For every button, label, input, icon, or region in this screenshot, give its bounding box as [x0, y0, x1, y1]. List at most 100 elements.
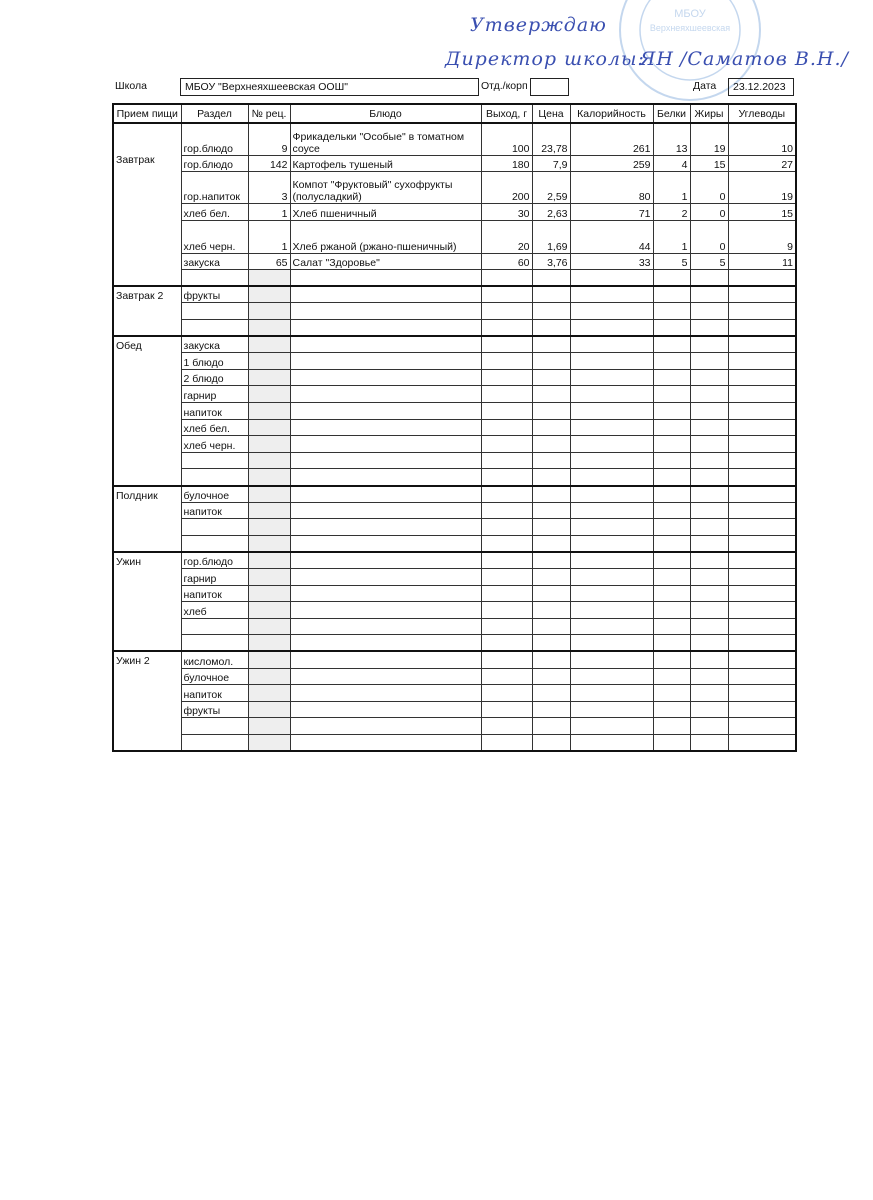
fat-cell: [689, 518, 729, 536]
section-cell: напиток: [180, 584, 249, 603]
kcal-cell: [569, 667, 654, 686]
column-header: Блюдо: [289, 103, 482, 124]
carbs-cell: [727, 484, 797, 503]
output-cell: [480, 501, 533, 520]
section-cell: хлеб черн.: [180, 435, 249, 453]
table-row: хлеб бел. 1 Хлеб пшеничный 30 2,63 71 2 0 15: [113, 203, 797, 221]
protein-cell: [652, 617, 691, 636]
protein-cell: 1: [652, 171, 691, 205]
carbs-cell: [727, 684, 797, 702]
kcal-cell: [569, 518, 654, 536]
output-cell: [480, 584, 533, 603]
dish-cell: [289, 484, 482, 503]
section-cell: [180, 534, 249, 553]
dish-cell: [289, 319, 482, 337]
dish-cell: Картофель тушеный: [289, 154, 482, 173]
kcal-cell: [569, 634, 654, 652]
output-cell: [480, 285, 533, 304]
carbs-cell: [727, 634, 797, 652]
dish-cell: Хлеб пшеничный: [289, 203, 482, 221]
carbs-cell: [727, 319, 797, 337]
kcal-cell: [569, 550, 654, 569]
meal-cell: Завтрак: [112, 121, 182, 287]
fat-cell: [689, 567, 729, 586]
table-row: Обед закуска: [112, 335, 797, 486]
price-cell: [531, 451, 571, 470]
column-header: Цена: [531, 103, 571, 124]
protein-cell: [652, 700, 691, 719]
output-cell: [480, 468, 533, 486]
price-cell: [531, 335, 571, 354]
fat-cell: [689, 534, 729, 553]
carbs-cell: [727, 501, 797, 520]
dish-cell: [289, 468, 482, 486]
recipe-cell: 1: [247, 219, 291, 254]
recipe-cell: 3: [247, 171, 291, 205]
kcal-cell: [569, 302, 654, 321]
table-row: гарнир: [113, 567, 797, 586]
price-cell: [531, 667, 571, 686]
table-row: [113, 518, 797, 536]
dept-field: [530, 78, 569, 96]
carbs-cell: [727, 335, 797, 354]
kcal-cell: [569, 717, 654, 735]
price-cell: [531, 650, 571, 669]
fat-cell: [689, 368, 729, 387]
price-cell: [531, 601, 571, 619]
protein-cell: [652, 667, 691, 686]
protein-cell: [652, 402, 691, 420]
protein-cell: [652, 601, 691, 619]
recipe-cell: [247, 601, 291, 619]
section-cell: [180, 269, 249, 287]
dish-cell: [289, 567, 482, 586]
kcal-cell: [569, 468, 654, 486]
recipe-cell: [247, 634, 291, 652]
output-cell: [480, 302, 533, 321]
output-cell: 30: [480, 203, 533, 221]
fat-cell: [689, 650, 729, 669]
carbs-cell: [727, 733, 797, 752]
kcal-cell: 71: [569, 203, 654, 221]
meal-cell: Обед: [112, 335, 182, 486]
table-row: [113, 534, 797, 553]
output-cell: [480, 717, 533, 735]
section-cell: [180, 733, 249, 752]
column-header: Калорийность: [569, 103, 654, 124]
carbs-cell: [727, 285, 797, 304]
output-cell: [480, 269, 533, 287]
section-cell: хлеб бел.: [180, 418, 249, 437]
dish-cell: [289, 435, 482, 453]
carbs-cell: [727, 418, 797, 437]
output-cell: [480, 518, 533, 536]
protein-cell: 5: [652, 252, 691, 271]
meal-cell: Ужин: [112, 550, 182, 652]
output-cell: 200: [480, 171, 533, 205]
kcal-cell: [569, 684, 654, 702]
price-cell: [531, 634, 571, 652]
output-cell: [480, 368, 533, 387]
dish-cell: [289, 617, 482, 636]
protein-cell: [652, 550, 691, 569]
section-cell: [180, 717, 249, 735]
protein-cell: 4: [652, 154, 691, 173]
recipe-cell: [247, 335, 291, 354]
carbs-cell: [727, 451, 797, 470]
output-cell: [480, 650, 533, 669]
recipe-cell: [247, 518, 291, 536]
price-cell: [531, 269, 571, 287]
price-cell: [531, 319, 571, 337]
protein-cell: [652, 684, 691, 702]
dish-cell: [289, 451, 482, 470]
fat-cell: [689, 550, 729, 569]
protein-cell: 2: [652, 203, 691, 221]
dish-cell: [289, 302, 482, 321]
recipe-cell: 9: [247, 122, 291, 156]
carbs-cell: [727, 468, 797, 486]
protein-cell: [652, 534, 691, 553]
dish-cell: [289, 418, 482, 437]
signature: ЯН: [640, 48, 674, 70]
table-row: напиток: [113, 402, 797, 420]
kcal-cell: [569, 617, 654, 636]
dish-cell: [289, 534, 482, 553]
carbs-cell: [727, 368, 797, 387]
